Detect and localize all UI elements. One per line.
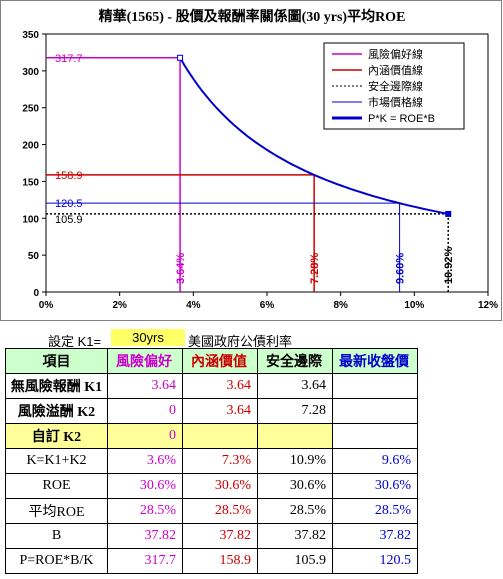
table-cell: 28.5% [107, 498, 183, 524]
row-label: 風險溢酬 K2 [5, 398, 108, 424]
row-label: ROE [5, 473, 108, 499]
table-cell: 3.6% [107, 448, 183, 474]
chart-frame: 精華(1565) - 股價及報酬率關係圖(30 yrs)平均ROE 0 50 100… [0, 0, 502, 321]
legend-label: P*K = ROE*B [368, 113, 435, 125]
valuation-table: 項目 風險偏好 內涵價值 安全邊際 最新收盤價 無風險報酬 K1 3.64 3.64… [5, 348, 418, 574]
table-cell: 120.5 [332, 548, 418, 574]
price-data-label: 120.5 [55, 198, 83, 210]
table-cell: 30.6% [332, 473, 418, 499]
table-row: 無風險報酬 K1 3.64 3.64 3.64 [5, 373, 418, 399]
table-cell: 30.6% [257, 473, 333, 499]
setting-value[interactable]: 30yrs [111, 329, 185, 346]
table-row: P=ROE*B/K 317.7 158.9 105.9 120.5 [5, 548, 418, 574]
header-safety-margin: 安全邊際 [257, 348, 333, 374]
row-label: 自訂 K2 [5, 423, 108, 449]
pk-curve [179, 57, 449, 215]
row-label: 平均ROE [5, 498, 108, 524]
legend-label: 風險偏好線 [368, 47, 423, 61]
price-data-label: 105.9 [55, 214, 83, 226]
y-tick-label: 0 [33, 288, 39, 299]
header-latest-close: 最新收盤價 [332, 348, 418, 374]
table-cell: 28.5% [332, 498, 418, 524]
k-data-label: 7.28% [309, 253, 321, 284]
table-cell: 7.28 [257, 398, 333, 424]
table-cell[interactable] [257, 423, 333, 449]
x-tick-label: 4% [186, 300, 201, 311]
header-item: 項目 [5, 348, 108, 374]
k-data-label: 9.60% [395, 253, 407, 284]
legend-label: 市場價格線 [368, 95, 423, 109]
table-row: ROE 30.6% 30.6% 30.6% 30.6% [5, 473, 418, 499]
y-tick-label: 300 [22, 67, 39, 78]
table-cell: 3.64 [182, 398, 258, 424]
table-cell: 28.5% [182, 498, 258, 524]
row-label: 無風險報酬 K1 [5, 373, 108, 399]
table-cell[interactable] [182, 423, 258, 449]
y-tick-label: 100 [22, 214, 39, 225]
table-row: K=K1+K2 3.6% 7.3% 10.9% 9.6% [5, 448, 418, 474]
row-label: B [5, 523, 108, 549]
table-cell: 9.6% [332, 448, 418, 474]
table-cell: 317.7 [107, 548, 183, 574]
y-tick-label: 200 [22, 141, 39, 152]
k-data-label: 3.64% [175, 253, 187, 284]
table-cell: 3.64 [257, 373, 333, 399]
table-cell: 3.64 [107, 373, 183, 399]
table-cell: 28.5% [257, 498, 333, 524]
table-cell: 37.82 [107, 523, 183, 549]
x-tick-label: 8% [333, 300, 348, 311]
x-tick-label: 2% [112, 300, 127, 311]
setting-row: 設定 K1= 30yrs 美國政府公債利率 [0, 328, 503, 349]
chart-svg: 精華(1565) - 股價及報酬率關係圖(30 yrs)平均ROE 0 50 100… [22, 8, 498, 311]
setting-label: 設定 K1= [48, 334, 102, 349]
header-risk-preference: 風險偏好 [107, 348, 183, 374]
legend-box [323, 42, 465, 130]
header-intrinsic-value: 內涵價值 [182, 348, 258, 374]
table-row: B 37.82 37.82 37.82 37.82 [5, 523, 418, 549]
table-cell [332, 398, 418, 424]
table-header-row: 項目 風險偏好 內涵價值 安全邊際 最新收盤價 [5, 348, 418, 374]
legend-label: 安全邊際線 [368, 79, 423, 93]
x-tick-label: 6% [260, 300, 275, 311]
curve-end-marker [445, 210, 452, 217]
row-label: K=K1+K2 [5, 448, 108, 474]
price-data-label: 158.9 [55, 170, 83, 182]
table-cell: 7.3% [182, 448, 258, 474]
table-row: 風險溢酬 K2 0 3.64 7.28 [5, 398, 418, 424]
table-cell[interactable]: 0 [107, 423, 183, 449]
row-label: P=ROE*B/K [5, 548, 108, 574]
table-cell: 37.82 [182, 523, 258, 549]
table-row: 自訂 K2 0 [5, 423, 418, 449]
table-cell: 105.9 [257, 548, 333, 574]
x-tick-label: 0% [39, 300, 54, 311]
curve-start-marker [177, 54, 184, 61]
table-row: 平均ROE 28.5% 28.5% 28.5% 28.5% [5, 498, 418, 524]
table-cell: 37.82 [257, 523, 333, 549]
table-body: 無風險報酬 K1 3.64 3.64 3.64 風險溢酬 K2 0 3.64 7.28 自訂 K… [5, 373, 418, 574]
k-data-label: 10.92% [443, 246, 455, 284]
table-cell [332, 373, 418, 399]
legend-label: 內涵價值線 [368, 63, 423, 77]
table-cell: 37.82 [332, 523, 418, 549]
table-cell: 0 [107, 398, 183, 424]
setting-note: 美國政府公債利率 [188, 334, 293, 349]
table-cell: 30.6% [182, 473, 258, 499]
x-tick-label: 12% [478, 300, 498, 311]
y-tick-label: 50 [28, 251, 40, 262]
y-tick-label: 250 [22, 104, 39, 115]
table-cell: 3.64 [182, 373, 258, 399]
table-cell: 10.9% [257, 448, 333, 474]
table-cell: 158.9 [182, 548, 258, 574]
price-data-label: 317.7 [55, 53, 83, 65]
y-tick-label: 350 [22, 30, 39, 41]
table-cell: 30.6% [107, 473, 183, 499]
table-cell[interactable] [332, 423, 418, 449]
y-tick-label: 150 [22, 177, 39, 188]
chart-title: 精華(1565) - 股價及報酬率關係圖(30 yrs)平均ROE [99, 8, 406, 25]
plot-layer: 0 50 100 150 200 250 300 350 0% 2% 4% 6% 8% 10% 12% 317… [22, 30, 498, 311]
x-tick-label: 10% [404, 300, 424, 311]
